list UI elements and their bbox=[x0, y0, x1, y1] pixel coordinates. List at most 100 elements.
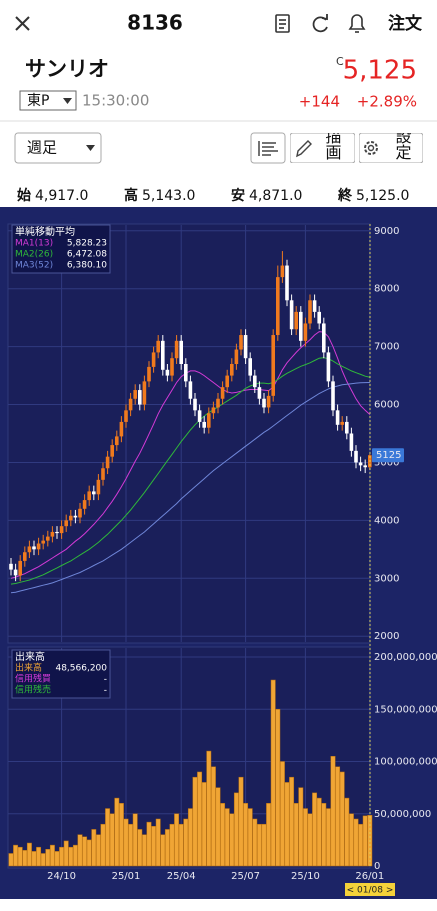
period-label: 週足 bbox=[27, 139, 57, 157]
draw-label: 描画 bbox=[323, 128, 342, 160]
candle-body bbox=[253, 375, 257, 388]
cursor-label-box bbox=[345, 883, 395, 896]
candle-body bbox=[124, 410, 128, 422]
volume-bar bbox=[220, 803, 226, 867]
y-tick-label: 100,000,000 bbox=[374, 757, 437, 768]
ohlc-label: 高 bbox=[124, 187, 138, 204]
indicator-button[interactable] bbox=[250, 132, 286, 164]
refresh-icon[interactable] bbox=[312, 14, 328, 33]
alert-icon[interactable] bbox=[348, 14, 366, 33]
y-tick-label: 7000 bbox=[374, 342, 399, 353]
legend-name: 出来高 bbox=[15, 662, 42, 674]
candle-body bbox=[243, 335, 248, 359]
volume-bar bbox=[325, 808, 331, 867]
y-tick-label: 6000 bbox=[374, 400, 399, 411]
volume-bar bbox=[233, 792, 239, 867]
volume-bar bbox=[197, 771, 203, 867]
y-tick-label: 3000 bbox=[374, 573, 399, 584]
ma-legend-title: 単純移動平均 bbox=[15, 225, 75, 238]
candle-body bbox=[151, 352, 156, 367]
legend-value: 48,566,200 bbox=[55, 664, 107, 674]
volume-bar bbox=[293, 803, 299, 867]
volume-bar bbox=[13, 844, 19, 867]
candle-body bbox=[266, 395, 271, 408]
volume-bar bbox=[344, 797, 350, 867]
candle-body bbox=[174, 340, 179, 359]
y-tick-label: 50,000,000 bbox=[374, 809, 431, 820]
volume-bar bbox=[114, 797, 120, 867]
candle-body bbox=[312, 300, 317, 312]
legend-value: 6,380.10 bbox=[67, 261, 107, 271]
volume-bar bbox=[321, 803, 327, 867]
y-tick-label: 4000 bbox=[374, 515, 399, 526]
period-select[interactable]: 週足 bbox=[14, 132, 102, 164]
volume-bar bbox=[348, 813, 354, 867]
close-button[interactable] bbox=[15, 16, 30, 31]
candle-body bbox=[193, 398, 197, 411]
price-flag: C bbox=[336, 55, 344, 68]
draw-button[interactable]: 描画 bbox=[290, 128, 355, 163]
y-tick-label: 8000 bbox=[374, 284, 399, 295]
candle-body bbox=[358, 462, 363, 466]
ohlc-value: 4,917.0 bbox=[35, 188, 88, 204]
price-tag-label: 5125 bbox=[376, 450, 401, 461]
memo-icon[interactable] bbox=[275, 14, 290, 33]
candle-body bbox=[23, 552, 27, 561]
candle-body bbox=[354, 450, 358, 463]
stock-code: 8136 bbox=[127, 11, 183, 35]
volume-bar bbox=[109, 813, 115, 867]
top-bar bbox=[0, 0, 437, 46]
candle-body bbox=[308, 300, 312, 324]
volume-bar bbox=[169, 823, 175, 867]
candle-body bbox=[105, 456, 110, 469]
legend-value: - bbox=[104, 675, 107, 685]
market-label: 東P bbox=[27, 93, 49, 109]
volume-bar bbox=[243, 803, 249, 867]
volume-bar bbox=[45, 849, 51, 867]
candle-body bbox=[220, 387, 225, 399]
candle-body bbox=[96, 479, 101, 495]
volume-bar bbox=[247, 808, 253, 867]
volume-bar bbox=[279, 761, 285, 867]
ma-line bbox=[10, 357, 370, 585]
volume-bar bbox=[224, 808, 230, 867]
y-tick-label: 200,000,000 bbox=[374, 652, 437, 663]
volume-bar bbox=[316, 797, 322, 867]
candle-body bbox=[161, 340, 165, 370]
volume-bar bbox=[91, 829, 97, 867]
volume-bar bbox=[238, 776, 244, 867]
stock-name: サンリオ bbox=[25, 57, 109, 81]
candle-body bbox=[303, 323, 308, 341]
candle-body bbox=[36, 543, 41, 550]
candle-body bbox=[46, 536, 50, 541]
market-select[interactable]: 東P bbox=[19, 90, 77, 111]
candle-body bbox=[27, 546, 32, 553]
x-tick-label: 24/10 bbox=[47, 871, 76, 882]
volume-bar bbox=[187, 808, 193, 867]
ohlc-value: 5,143.0 bbox=[142, 188, 195, 204]
candle-body bbox=[147, 366, 151, 382]
volume-bar bbox=[26, 842, 32, 867]
ma-line bbox=[10, 331, 371, 579]
volume-bar bbox=[123, 818, 129, 867]
volume-bar bbox=[8, 853, 14, 867]
volume-bar bbox=[164, 829, 170, 867]
candle-body bbox=[138, 390, 142, 405]
volume-bar bbox=[229, 813, 235, 867]
settings-button[interactable]: 設定 bbox=[359, 128, 423, 163]
order-button[interactable]: 注文 bbox=[388, 13, 423, 34]
candle-body bbox=[50, 531, 55, 537]
price-change-pct: +2.89% bbox=[357, 93, 417, 111]
volume-bar bbox=[36, 846, 42, 867]
candle-body bbox=[179, 340, 183, 364]
candle-body bbox=[119, 421, 124, 437]
y-tick-label: 5000 bbox=[374, 457, 399, 468]
volume-bar bbox=[146, 821, 152, 867]
candle-body bbox=[9, 563, 13, 570]
x-tick-label: 25/07 bbox=[231, 871, 260, 882]
volume-bar bbox=[206, 750, 212, 867]
volume-bar bbox=[330, 756, 336, 867]
volume-bar bbox=[353, 818, 359, 867]
candle-body bbox=[87, 491, 91, 501]
y-tick-label: 0 bbox=[374, 861, 380, 872]
